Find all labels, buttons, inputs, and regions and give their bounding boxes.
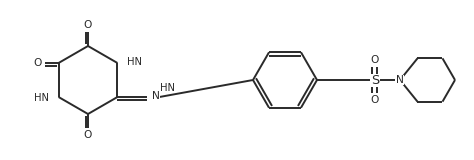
Text: HN: HN [34,93,48,103]
Text: O: O [371,95,379,105]
Text: O: O [33,58,42,68]
Text: HN: HN [128,57,143,67]
Text: O: O [84,20,92,30]
Text: N: N [396,75,404,85]
Text: O: O [371,55,379,65]
Text: S: S [371,73,379,87]
Text: O: O [84,130,92,140]
Text: HN: HN [160,83,175,93]
Text: N: N [153,91,160,101]
